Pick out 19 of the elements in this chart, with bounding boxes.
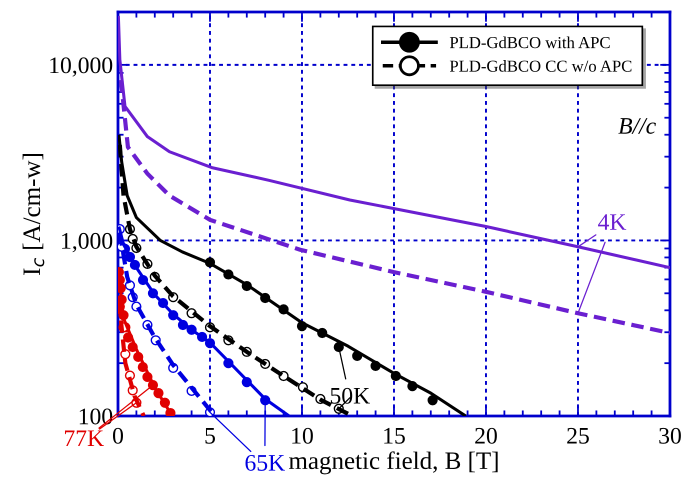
x-tick-label: 25 — [567, 428, 589, 444]
legend-label: PLD-GdBCO CC w/o APC — [450, 60, 632, 72]
legend-label: PLD-GdBCO with APC — [450, 36, 610, 48]
annotation: 65K — [246, 454, 285, 471]
x-tick-label: 10 — [292, 428, 313, 444]
annotation: 50K — [330, 388, 370, 404]
y-tick-label: 10,000 — [50, 57, 112, 77]
x-tick-label: 15 — [384, 428, 405, 444]
x-tick-label: 30 — [659, 428, 681, 444]
y-axis-title: I$_{c}$ [A/cm-w] — [22, 154, 44, 275]
y-tick-label: 100 — [80, 408, 112, 424]
annotation: 4K — [598, 214, 626, 230]
annotation: 77K — [64, 430, 104, 446]
annotation: B//c — [618, 118, 656, 134]
x-axis-title: magnetic field, B [T] — [288, 451, 498, 474]
x-tick-label: 20 — [475, 428, 497, 444]
x-tick-label: 0 — [112, 428, 123, 444]
y-tick-label: 1,000 — [62, 232, 112, 252]
x-tick-label: 5 — [205, 428, 215, 444]
